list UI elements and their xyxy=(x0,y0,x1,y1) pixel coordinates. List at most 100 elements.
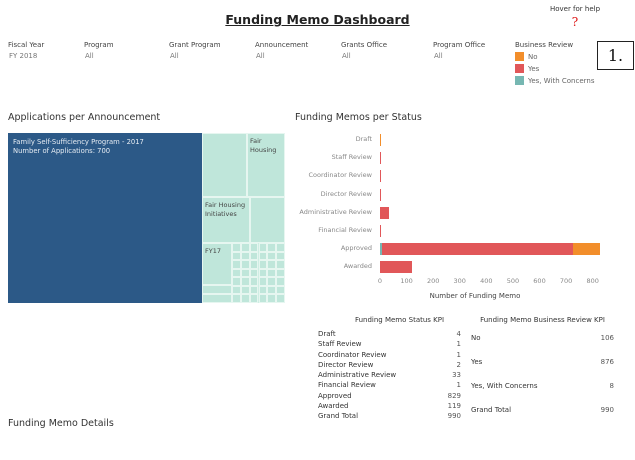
bar-segment[interactable] xyxy=(380,134,382,146)
kpi-value: 876 xyxy=(600,358,614,366)
bar-segment[interactable] xyxy=(380,206,389,219)
treemap-cell[interactable] xyxy=(240,243,250,252)
treemap-cell[interactable] xyxy=(240,285,250,295)
treemap-cell[interactable] xyxy=(202,285,232,294)
treemap-cell[interactable] xyxy=(232,260,241,269)
bar-segment[interactable] xyxy=(573,243,601,256)
treemap-cell[interactable] xyxy=(249,285,259,295)
kpi-row: Coordinator Review 1 xyxy=(318,351,461,359)
x-tick-label: 100 xyxy=(400,277,413,285)
treemap-cell[interactable] xyxy=(276,277,285,286)
category-label: Coordinator Review xyxy=(308,171,372,180)
treemap-cell[interactable] xyxy=(240,277,250,286)
treemap-cell[interactable] xyxy=(232,268,241,278)
treemap-cell[interactable] xyxy=(249,294,259,303)
treemap-cell[interactable] xyxy=(232,243,241,252)
treemap-cell[interactable] xyxy=(240,294,250,303)
treemap-cell[interactable] xyxy=(258,268,268,278)
treemap-cell-label: Fair Housing Initiatives xyxy=(205,201,246,218)
treemap-cell[interactable] xyxy=(267,294,277,303)
treemap-cell[interactable] xyxy=(267,260,277,269)
kpi-value: 1 xyxy=(456,340,461,349)
filter-program[interactable]: Program All xyxy=(84,41,114,60)
legend-item-yes[interactable]: Yes xyxy=(515,64,594,73)
treemap-cell[interactable] xyxy=(232,294,241,303)
treemap-cell[interactable] xyxy=(249,277,259,286)
treemap-cell[interactable] xyxy=(249,243,259,252)
help-hover[interactable]: Hover for help ? xyxy=(546,5,604,29)
kpi-label: Financial Review xyxy=(318,381,376,390)
treemap-cell[interactable] xyxy=(250,197,285,243)
treemap-cell-fair-housing[interactable]: Fair Housing xyxy=(247,133,285,197)
treemap-cell[interactable] xyxy=(267,277,277,286)
treemap-cell[interactable] xyxy=(232,285,241,295)
page-title-text: Funding Memo Dashboard xyxy=(225,12,410,27)
category-label: Approved xyxy=(340,244,372,253)
treemap-cell[interactable] xyxy=(202,294,232,303)
status-kpi-title: Funding Memo Status KPI xyxy=(354,316,445,324)
treemap-cell[interactable] xyxy=(240,268,250,278)
filter-value[interactable]: All xyxy=(85,52,94,60)
treemap-cell-family-self-sufficiency[interactable]: Family Self-Sufficiency Program - 2017 N… xyxy=(8,133,202,303)
legend-item-no[interactable]: No xyxy=(515,52,594,61)
kpi-label: Staff Review xyxy=(318,340,362,349)
treemap-cell[interactable] xyxy=(267,268,277,278)
bar-segment[interactable] xyxy=(380,243,383,256)
treemap-cell[interactable] xyxy=(202,133,247,197)
treemap-cell[interactable] xyxy=(276,251,285,261)
bar-segment[interactable] xyxy=(380,261,412,274)
treemap-cell[interactable] xyxy=(258,277,268,286)
treemap-cell[interactable] xyxy=(232,277,241,286)
treemap-cell[interactable] xyxy=(258,260,268,269)
treemap-cell[interactable] xyxy=(267,251,277,261)
treemap-cell-fair-housing-initiatives[interactable]: Fair Housing Initiatives xyxy=(202,197,250,243)
filter-fiscal-year[interactable]: Fiscal Year FY 2018 xyxy=(8,41,44,60)
kpi-label: Awarded xyxy=(318,402,349,411)
treemap-cell[interactable] xyxy=(258,294,268,303)
kpi-value: 8 xyxy=(609,382,614,390)
kpi-value: 1 xyxy=(456,350,461,359)
bar-segment[interactable] xyxy=(380,225,381,237)
filter-value[interactable]: All xyxy=(170,52,179,60)
legend-label: Yes xyxy=(528,64,540,73)
treemap-cell[interactable] xyxy=(249,251,259,261)
treemap-cell[interactable] xyxy=(276,268,285,278)
treemap-cell[interactable] xyxy=(267,243,277,252)
treemap-cell[interactable] xyxy=(232,251,241,261)
bar-segment[interactable] xyxy=(380,188,381,201)
bar-segment[interactable] xyxy=(380,152,381,165)
treemap-cell[interactable] xyxy=(276,243,285,252)
question-icon[interactable]: ? xyxy=(571,15,579,29)
treemap-cell[interactable] xyxy=(249,268,259,278)
treemap-cell[interactable] xyxy=(240,260,250,269)
treemap-cell[interactable] xyxy=(258,251,268,261)
kpi-value: 2 xyxy=(456,360,461,369)
filter-announcement[interactable]: Announcement All xyxy=(255,41,308,60)
legend-item-yes-with-concerns[interactable]: Yes, With Concerns xyxy=(515,76,594,85)
filter-value[interactable]: All xyxy=(434,52,443,60)
x-tick-label: 400 xyxy=(480,277,493,285)
kpi-row: No 106 xyxy=(471,334,614,342)
business-review-legend: Business Review No Yes Yes, With Concern… xyxy=(515,41,594,85)
treemap-cell[interactable] xyxy=(276,260,285,269)
treemap-cell[interactable] xyxy=(267,285,277,295)
step-badge: 1. xyxy=(597,41,634,70)
bar-segment[interactable] xyxy=(380,170,381,183)
filter-value[interactable]: All xyxy=(256,52,265,60)
filter-grants-office[interactable]: Grants Office All xyxy=(341,41,387,60)
filter-grant-program[interactable]: Grant Program All xyxy=(169,41,221,60)
kpi-value: 106 xyxy=(600,334,614,342)
bar-segment[interactable] xyxy=(382,243,574,256)
treemap-cell[interactable] xyxy=(258,243,268,252)
page-title: Funding Memo Dashboard xyxy=(0,12,635,27)
treemap-cell[interactable] xyxy=(276,294,285,303)
funding-memos-bar-chart: Draft Staff Review Coordinator Review Direc… xyxy=(295,130,615,305)
treemap-cell-fy17[interactable]: FY17 xyxy=(202,243,232,285)
filter-program-office[interactable]: Program Office All xyxy=(433,41,485,60)
treemap-cell[interactable] xyxy=(258,285,268,295)
treemap-cell[interactable] xyxy=(240,251,250,261)
treemap-cell[interactable] xyxy=(249,260,259,269)
filter-value[interactable]: FY 2018 xyxy=(9,52,38,60)
treemap-cell[interactable] xyxy=(276,285,285,295)
filter-value[interactable]: All xyxy=(342,52,351,60)
